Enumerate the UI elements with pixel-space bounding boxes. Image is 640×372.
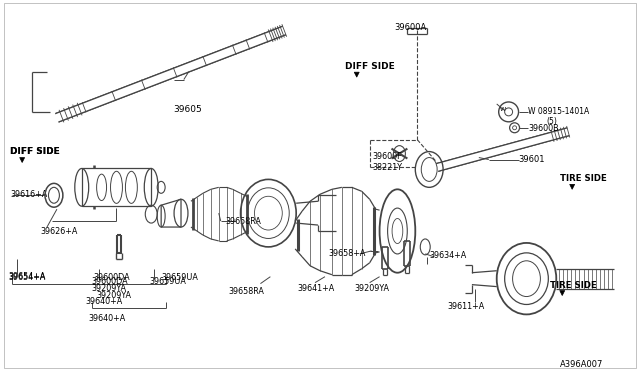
Text: 39640+A: 39640+A	[85, 296, 122, 305]
Text: 39658+A: 39658+A	[328, 249, 365, 258]
Polygon shape	[20, 158, 25, 163]
Text: W: W	[500, 108, 506, 112]
Text: 39659UA: 39659UA	[161, 273, 198, 282]
Text: 39654+A: 39654+A	[8, 273, 45, 282]
Text: TIRE SIDE: TIRE SIDE	[560, 174, 607, 183]
Text: DIFF SIDE: DIFF SIDE	[10, 147, 60, 155]
Text: 39654+A: 39654+A	[8, 272, 45, 281]
Text: 39209YA: 39209YA	[97, 291, 132, 299]
Text: 39659UA: 39659UA	[149, 277, 186, 286]
Text: 39209YA: 39209YA	[92, 283, 127, 293]
Text: 39605: 39605	[173, 105, 202, 114]
Text: 39658RA: 39658RA	[228, 286, 264, 296]
Text: 39616+A: 39616+A	[10, 190, 47, 199]
Text: TIRE SIDE: TIRE SIDE	[550, 280, 597, 290]
Text: 39601: 39601	[518, 155, 545, 164]
Polygon shape	[161, 199, 181, 227]
Polygon shape	[560, 291, 564, 295]
Text: 39600B: 39600B	[529, 124, 559, 133]
Text: A396A007: A396A007	[560, 360, 604, 369]
Polygon shape	[570, 185, 575, 189]
Polygon shape	[355, 72, 359, 77]
Text: 39658RA: 39658RA	[226, 217, 262, 226]
Text: (5): (5)	[547, 117, 557, 126]
Text: 39626+A: 39626+A	[40, 227, 77, 236]
Text: 39640+A: 39640+A	[88, 314, 125, 323]
Text: 38221Y: 38221Y	[372, 163, 403, 171]
Bar	[82, 169, 151, 206]
Text: 39600DA: 39600DA	[92, 277, 128, 286]
Text: 39634+A: 39634+A	[429, 251, 467, 260]
Text: W 08915-1401A: W 08915-1401A	[529, 107, 589, 116]
Polygon shape	[55, 26, 286, 122]
Text: 39600F: 39600F	[372, 152, 403, 161]
Polygon shape	[436, 128, 569, 171]
Text: DIFF SIDE: DIFF SIDE	[10, 147, 60, 155]
Text: 39600DA: 39600DA	[93, 273, 131, 282]
Text: 39209YA: 39209YA	[355, 283, 390, 293]
Text: 39641+A: 39641+A	[297, 283, 335, 293]
Text: 39611+A: 39611+A	[447, 301, 484, 311]
Text: DIFF SIDE: DIFF SIDE	[345, 62, 395, 71]
Text: 39600A: 39600A	[394, 23, 427, 32]
